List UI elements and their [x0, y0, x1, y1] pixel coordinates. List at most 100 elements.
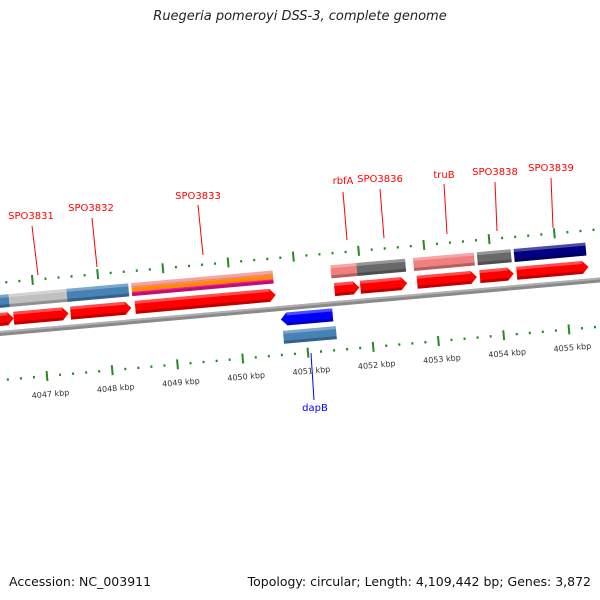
major-tick [306, 347, 310, 358]
major-tick [110, 365, 114, 376]
gene-label[interactable]: dapB [302, 403, 328, 414]
gene-box-truB[interactable] [412, 252, 475, 271]
minor-tick [254, 356, 257, 359]
minor-tick [344, 250, 347, 254]
minor-tick [448, 241, 452, 244]
gene-arrow-SPO3831[interactable] [13, 307, 69, 325]
gene-arrow-SPO3836[interactable] [359, 277, 408, 294]
minor-tick [450, 338, 453, 342]
minor-tick [200, 263, 204, 267]
minor-tick [72, 372, 75, 375]
gene-box-SPO3833[interactable] [131, 270, 274, 297]
major-tick [357, 245, 361, 256]
gene-label[interactable]: truB [433, 170, 454, 181]
major-tick [552, 228, 556, 239]
gene-arrow-SPO3833[interactable] [134, 288, 277, 314]
minor-tick [346, 347, 349, 351]
minor-tick [515, 332, 518, 336]
kbp-label: 4055 kbp [553, 342, 591, 354]
minor-tick [240, 259, 243, 263]
minor-tick [566, 230, 569, 234]
minor-tick [474, 239, 478, 242]
gene-box-SPO3832[interactable] [66, 283, 130, 302]
accession-text: Accession: NC_003911 [9, 574, 152, 589]
minor-tick [267, 354, 270, 358]
minor-tick [580, 326, 584, 330]
minor-tick [305, 254, 308, 257]
gene-label[interactable]: SPO3833 [175, 191, 221, 202]
kbp-label: 4054 kbp [488, 347, 526, 359]
minor-tick [187, 264, 191, 268]
gene-arrow-SPO3838[interactable] [479, 267, 514, 284]
minor-tick [514, 235, 517, 239]
minor-tick [228, 358, 231, 361]
minor-tick [435, 242, 439, 246]
minor-tick [554, 329, 557, 332]
gene-box-SPO3836[interactable] [356, 258, 407, 277]
minor-tick [463, 337, 466, 341]
minor-tick [83, 273, 86, 277]
minor-tick [174, 265, 178, 269]
label-leader-line [342, 191, 348, 241]
gene-box-SPO3838[interactable] [476, 249, 512, 266]
major-tick [45, 370, 49, 382]
minor-tick [411, 342, 414, 345]
minor-tick [476, 336, 479, 339]
minor-tick [98, 370, 101, 373]
gene-box-SPO3839[interactable] [513, 242, 587, 262]
gene-arrow-SPO3839[interactable] [516, 260, 589, 280]
minor-tick [424, 340, 427, 344]
minor-tick [359, 346, 362, 350]
minor-tick [44, 277, 47, 281]
major-tick [487, 234, 491, 245]
gene-box-SPO3831[interactable] [8, 288, 68, 308]
minor-tick [461, 240, 465, 243]
map-title: Ruegeria pomeroyi DSS-3, complete genome [153, 9, 447, 24]
minor-tick [70, 275, 73, 278]
major-tick [241, 353, 245, 364]
gene-arrow-partial-gene[interactable] [0, 312, 14, 327]
gene-arrow-dapB[interactable] [280, 308, 334, 326]
minor-tick [540, 233, 543, 236]
major-tick [422, 239, 426, 251]
topology-text: Topology: circular; Length: 4,109,442 bp… [247, 574, 591, 589]
gene-label[interactable]: SPO3836 [357, 174, 403, 185]
minor-tick [32, 375, 36, 379]
gene-label[interactable]: SPO3831 [8, 211, 54, 222]
gene-arrow-rbfA[interactable] [333, 281, 360, 297]
gene-label[interactable]: SPO3838 [472, 167, 518, 178]
minor-tick [383, 247, 386, 250]
kbp-label: 4048 kbp [97, 382, 135, 394]
minor-tick [135, 269, 138, 272]
major-tick [502, 330, 506, 341]
minor-tick [541, 330, 544, 334]
minor-tick [215, 359, 218, 363]
gene-box-rbfA[interactable] [330, 263, 358, 279]
label-leader-line [31, 225, 39, 276]
label-leader-line [310, 352, 315, 401]
gene-arrow-SPO3832[interactable] [69, 301, 132, 320]
minor-tick [592, 228, 595, 232]
minor-tick [57, 276, 60, 279]
minor-tick [85, 371, 88, 374]
major-tick [226, 257, 230, 268]
label-leader-line [379, 188, 385, 239]
gene-box-partial-gene[interactable] [0, 294, 10, 309]
gene-label[interactable]: SPO3832 [68, 203, 114, 214]
minor-tick [122, 270, 125, 274]
gene-label[interactable]: rbfA [333, 176, 354, 187]
kbp-label: 4053 kbp [423, 353, 461, 365]
gene-label[interactable]: SPO3839 [528, 163, 574, 174]
major-tick [96, 269, 100, 280]
minor-tick [137, 366, 140, 370]
minor-tick [409, 244, 412, 248]
minor-tick [213, 262, 217, 265]
kbp-label: 4051 kbp [292, 365, 330, 377]
major-tick [176, 359, 179, 370]
major-tick [161, 263, 165, 274]
minor-tick [150, 365, 153, 368]
gene-arrow-truB[interactable] [416, 270, 478, 289]
gene-box-dapB[interactable] [282, 326, 337, 344]
label-leader-line [91, 217, 98, 268]
